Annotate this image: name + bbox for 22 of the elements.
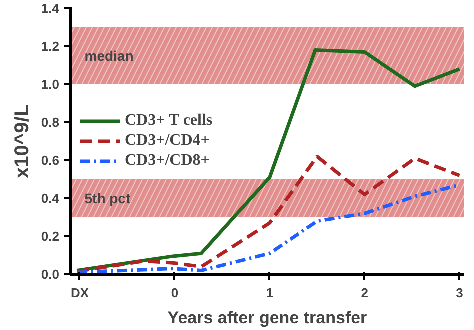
x-tick-label: 1 <box>266 286 274 300</box>
legend-label: CD3+ T cells <box>125 112 213 130</box>
x-tick-label: DX <box>70 286 90 300</box>
y-axis-title: x10^9/L <box>11 104 34 178</box>
y-tick-label: 1.0 <box>41 77 60 92</box>
y-tick-label: 0.0 <box>41 267 60 282</box>
legend-label: CD3+/CD4+ <box>125 132 210 150</box>
y-tick-label: 0.2 <box>41 229 60 244</box>
x-axis-title: Years after gene transfer <box>168 308 368 328</box>
legend-label: CD3+/CD8+ <box>125 152 210 170</box>
y-tick-label: 0.6 <box>41 153 60 168</box>
y-tick-label: 1.4 <box>41 1 60 16</box>
x-tick-label: 3 <box>456 286 464 300</box>
x-tick-label: 2 <box>361 286 368 300</box>
line-series <box>75 48 462 272</box>
line-series <box>75 154 462 274</box>
band-label: median <box>84 48 134 64</box>
y-tick-label: 0.4 <box>41 191 60 206</box>
y-tick-label: 1.2 <box>41 39 60 54</box>
band-label: 5th pct <box>84 190 131 206</box>
y-tick-label: 0.8 <box>41 115 60 130</box>
x-tick-label: 0 <box>171 286 179 300</box>
